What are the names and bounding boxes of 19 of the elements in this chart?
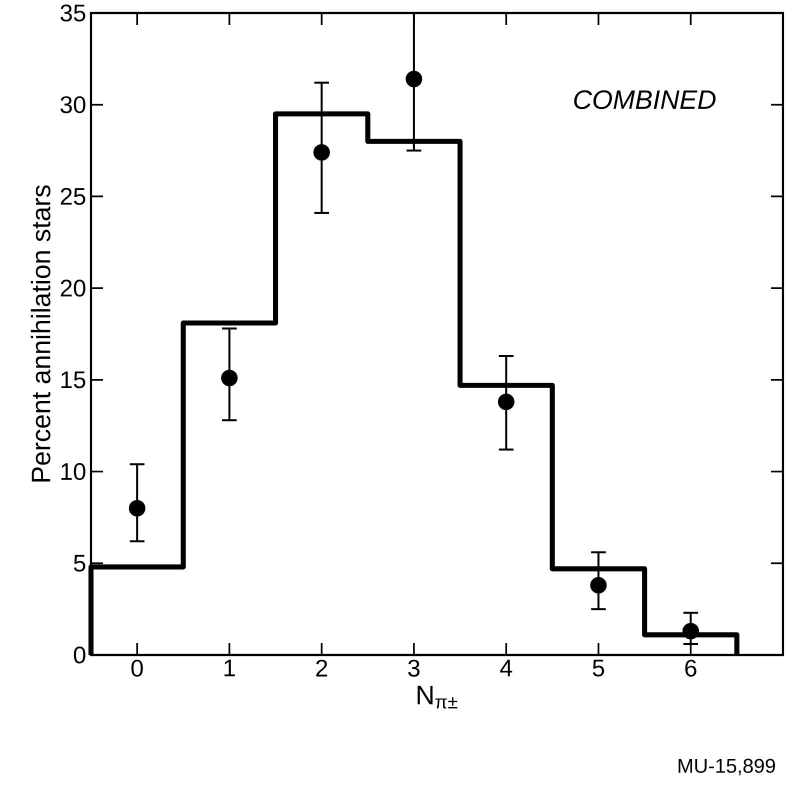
y-tick-label: 30: [60, 96, 86, 114]
y-tick-label: 20: [60, 280, 86, 297]
x-tick-label: 5: [592, 660, 604, 676]
y-tick-label: 15: [61, 371, 86, 388]
x-axis-title: N$_{π±}$: [418, 686, 458, 709]
y-tick-label: 10: [61, 463, 86, 480]
x-tick-label: 0: [131, 660, 143, 677]
y-axis-title: Percent annihilation stars: [30, 185, 50, 482]
y-tick-label: 35: [60, 4, 86, 22]
y-tick-label: 25: [60, 188, 86, 205]
annotation: COMBINED: [574, 90, 716, 110]
x-tick-label: 1: [224, 660, 235, 676]
text: MU-15,899: [678, 758, 775, 776]
y-tick-label: 5: [74, 554, 86, 572]
x-tick-label: 4: [500, 660, 512, 676]
x-tick-label: 2: [316, 660, 328, 676]
x-tick-label: 6: [685, 660, 696, 677]
x-tick-label: 3: [408, 660, 420, 677]
y-tick-label: 0: [74, 646, 86, 664]
